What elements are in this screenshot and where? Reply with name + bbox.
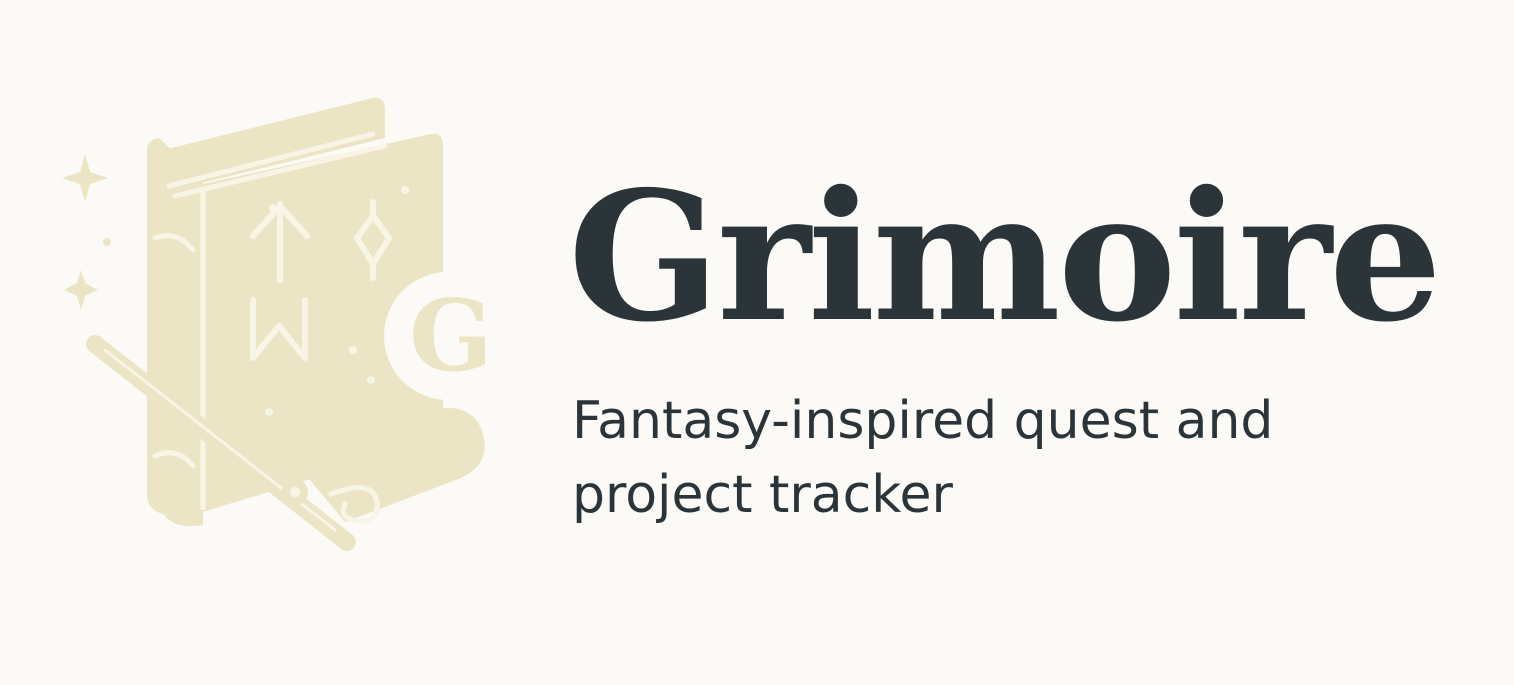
w-rune-icon (250, 297, 308, 361)
sparkle-icon (62, 154, 111, 310)
magic-wand-icon (86, 335, 356, 551)
logo-letter: G (409, 279, 493, 394)
arrow-rune-icon (250, 201, 310, 283)
brand-tagline: Fantasy-inspired quest and project track… (572, 391, 1274, 525)
scroll-icon (293, 407, 485, 524)
grimoire-logo-emblem: G (55, 90, 505, 570)
brand-name: Grimoire (568, 152, 1442, 361)
g-letter-badge-icon: G (384, 272, 505, 400)
diamond-rune-icon (354, 199, 392, 281)
